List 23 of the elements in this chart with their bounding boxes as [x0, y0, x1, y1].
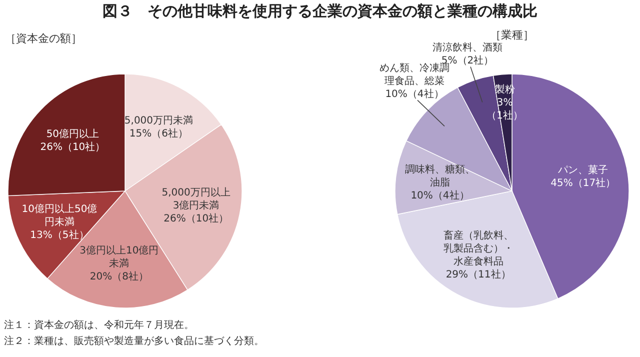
slice-label: 5,000万円未満	[124, 114, 194, 126]
slice-label: 50億円以上	[46, 128, 100, 140]
chart-subtitle: ［資本金の額］	[5, 32, 82, 45]
data-label: 13%（5社）	[30, 229, 89, 242]
slice-label: パン、菓子	[557, 164, 608, 176]
data-label: 15%（6社）	[129, 127, 188, 140]
slice-label: 5,000万円以上3億円未満	[162, 186, 230, 212]
text: 図３ その他甘味料を使用する企業の資本金の額と業種の構成比	[102, 2, 538, 21]
data-label: 29%（11社）	[446, 268, 511, 281]
chart-subtitle: ［業種］	[490, 28, 534, 42]
slice-label: 10億円以上50億円未満	[22, 203, 98, 228]
data-label: 45%（17社）	[550, 176, 616, 189]
slice-label: 清涼飲料、酒類	[432, 42, 503, 54]
data-label: 26%（10社）	[40, 141, 106, 154]
data-label: 10%（4社）	[410, 189, 470, 202]
text: 注２：業種は、販売額や製造量が多い食品に基づく分類。	[4, 334, 264, 349]
data-label: 20%（8社）	[90, 270, 148, 282]
data-label: 10%（4社）	[385, 88, 444, 100]
text: 注１：資本金の額は、令和元年７月現在。	[4, 318, 195, 333]
slice-label: 調味料、糖類、油脂	[404, 163, 475, 188]
slice-label: 3億円以上10億円未満	[80, 244, 159, 270]
slice-label: 畜産（乳飲料、乳製品含む）・水産食料品	[443, 230, 514, 268]
data-label: 26%（10社）	[164, 212, 229, 225]
